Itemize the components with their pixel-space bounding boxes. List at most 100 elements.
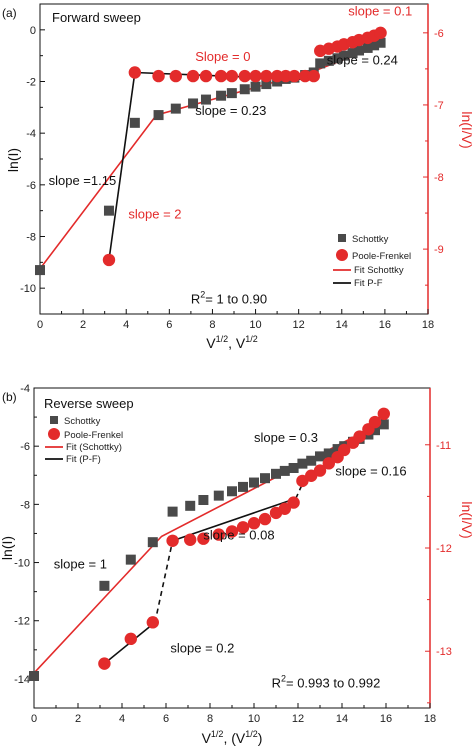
data-point-square: [347, 48, 358, 59]
data-point-square: [369, 40, 380, 51]
fit-line: [39, 43, 386, 270]
fit-line: [172, 497, 297, 542]
data-point-square: [323, 448, 334, 459]
data-point-square: [250, 81, 261, 92]
data-point-circle: [199, 69, 213, 83]
panel-label-a: (a): [2, 6, 17, 20]
y-right-tick-label: -13: [436, 646, 452, 658]
data-point-square: [227, 486, 237, 497]
y-right-axis-label-a: ln(I/V): [459, 111, 474, 148]
data-point-circle: [146, 616, 159, 629]
annotation: slope =1.15: [49, 173, 117, 188]
legend-marker-schottky-b: [50, 416, 58, 424]
data-point-square: [260, 473, 270, 484]
x-tick-label: 18: [422, 319, 434, 331]
data-point-square: [99, 580, 110, 591]
data-point-square: [35, 265, 45, 276]
legend-label-pf-b: Poole-Frenkel: [64, 430, 123, 441]
x-tick-label: 4: [123, 319, 129, 331]
legend-label-fit-pf-a: Fit P-F: [354, 278, 383, 289]
data-point-square: [103, 205, 114, 216]
y-axis-label-b: ln(I): [0, 536, 15, 560]
data-point-square: [170, 103, 181, 114]
data-point-circle: [247, 517, 261, 530]
data-point-circle: [279, 69, 292, 83]
data-point-square: [288, 463, 299, 473]
data-point-circle: [102, 253, 116, 267]
fit-line: [108, 72, 136, 261]
data-point-square: [338, 50, 349, 61]
y-tick-label: -8: [26, 232, 36, 244]
legend-marker-pf-a: [336, 249, 348, 261]
data-point-square: [362, 42, 373, 53]
data-point-circle: [374, 26, 387, 40]
panel-label-b: (b): [2, 390, 17, 404]
chart-title-b: Reverse sweep: [44, 396, 134, 411]
x-tick-label: 8: [207, 713, 213, 725]
legend-label-schottky-b: Schottky: [64, 416, 101, 427]
data-point-square: [297, 458, 308, 469]
data-point-square: [129, 117, 140, 128]
data-point-square: [261, 79, 272, 90]
data-point-square: [125, 554, 136, 565]
data-point-circle: [152, 69, 165, 83]
annotation: slope = 0.23: [195, 103, 266, 118]
y-tick-label: -4: [20, 383, 30, 395]
data-point-square: [375, 37, 386, 48]
data-point-square: [216, 90, 227, 101]
annotation: R2= 0.993 to 0.992: [272, 674, 381, 691]
data-point-square: [315, 451, 325, 462]
data-point-circle: [298, 69, 312, 83]
data-point-square: [153, 110, 164, 121]
annotation: slope = 0.1: [348, 4, 412, 19]
data-point-circle: [197, 532, 210, 545]
data-point-circle: [353, 430, 366, 443]
data-point-circle: [214, 69, 228, 83]
x-tick-label: 2: [75, 713, 81, 725]
x-tick-label: 10: [249, 319, 261, 331]
x-tick-label: 4: [119, 713, 125, 725]
legend-label-schottky-a: Schottky: [352, 234, 389, 245]
annotation: slope = 0.16: [335, 463, 406, 478]
y-tick-label: -6: [26, 180, 36, 192]
x-tick-label: 16: [379, 319, 391, 331]
y-right-tick-label: -7: [434, 100, 444, 112]
data-point-square: [167, 506, 178, 517]
x-tick-label: 2: [80, 319, 86, 331]
data-point-circle: [313, 464, 327, 477]
x-tick-label: 6: [163, 713, 169, 725]
data-point-square: [378, 419, 389, 430]
data-point-circle: [128, 66, 142, 79]
data-point-circle: [287, 496, 300, 509]
y-tick-label: -6: [20, 441, 30, 453]
x-tick-label: 16: [380, 713, 392, 725]
data-point-circle: [124, 632, 137, 646]
y-tick-label: -14: [14, 674, 30, 686]
annotation: slope = 0.2: [170, 641, 234, 656]
legend-label-fit-pf-b: Fit (P-F): [66, 454, 101, 465]
data-point-square: [271, 468, 281, 479]
x-tick-label: 0: [31, 713, 37, 725]
chart-title-a: Forward sweep: [52, 10, 141, 25]
data-point-circle: [249, 69, 262, 83]
y-right-tick-label: -8: [434, 172, 444, 184]
annotation: slope = 2: [128, 206, 181, 221]
data-point-square: [238, 481, 248, 492]
data-point-square: [198, 495, 209, 505]
data-point-square: [200, 94, 211, 105]
y-right-tick-label: -11: [436, 440, 451, 452]
x-tick-label: 0: [37, 319, 43, 331]
x-tick-label: 8: [209, 319, 215, 331]
y-tick-label: -8: [20, 499, 30, 511]
data-point-circle: [368, 415, 382, 429]
x-axis-label-b: V1/2, (V1/2): [202, 729, 263, 746]
legend-marker-pf-b: [48, 428, 60, 440]
data-point-circle: [307, 69, 320, 83]
y-tick-label: -12: [14, 616, 30, 628]
x-tick-label: 12: [293, 319, 305, 331]
data-point-circle: [288, 69, 301, 83]
data-point-square: [323, 55, 334, 66]
x-tick-label: 18: [424, 713, 436, 725]
annotation: R2= 1 to 0.90: [191, 290, 267, 307]
legend-b: Schottky Poole-Frenkel Fit (Schottky) Fi…: [45, 416, 123, 465]
